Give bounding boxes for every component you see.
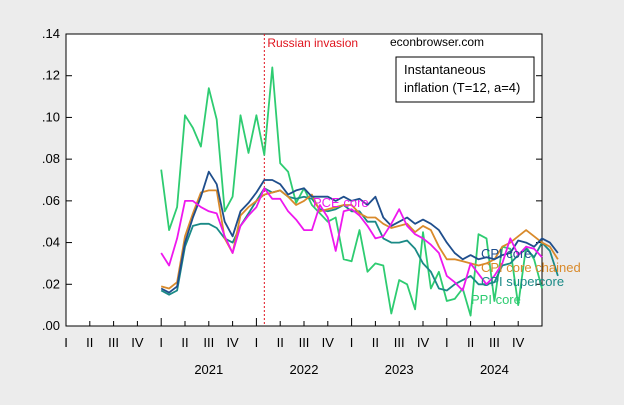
x-year-label: 2023 [385, 362, 414, 377]
x-quarter-label: IV [131, 335, 144, 350]
x-quarter-label: II [181, 335, 188, 350]
series-line-pce-core [160, 187, 543, 292]
x-quarter-label: III [203, 335, 214, 350]
y-tick-label: .02 [42, 276, 60, 291]
y-tick-label: .00 [42, 318, 60, 333]
x-axis: I II III IV I II III IV I II III IV I II III IV I II III IV… [64, 318, 543, 377]
x-quarter-label: II [277, 335, 284, 350]
series-label-cpi-core-chained: CPI core chained [481, 260, 581, 275]
legend-line-2: inflation (T=12, a=4) [404, 80, 520, 95]
x-quarter-label: I [445, 335, 449, 350]
y-tick-label: .10 [42, 109, 60, 124]
series-label-cpi-core: CPI core [481, 246, 532, 261]
x-year-label: 2021 [194, 362, 223, 377]
x-year-label: 2024 [480, 362, 509, 377]
source-label: econbrowser.com [390, 35, 484, 49]
y-axis: .00 .02 .04 .06 .08 .10 .12 .14 [42, 26, 542, 333]
y-tick-label: .04 [42, 235, 60, 250]
x-quarter-label: II [86, 335, 93, 350]
x-quarter-label: III [394, 335, 405, 350]
legend-line-1: Instantaneous [404, 62, 486, 77]
legend-frame [395, 56, 535, 103]
x-quarter-label: I [255, 335, 259, 350]
x-quarter-label: II [372, 335, 379, 350]
series-line-ppi-core [160, 66, 543, 317]
x-quarter-label: III [299, 335, 310, 350]
series-labels: CPI core CPI core chained CPI supercore … [313, 195, 581, 307]
series-label-cpi-supercore: CPI supercore [481, 274, 564, 289]
series-lines [160, 66, 559, 317]
legend-box: Instantaneous inflation (T=12, a=4) [395, 56, 535, 103]
series-label-pce-core: PCE core [313, 195, 369, 210]
series-line-cpi-core [160, 170, 559, 294]
y-tick-label: .12 [42, 68, 60, 83]
x-quarter-label: IV [226, 335, 239, 350]
y-tick-label: .06 [42, 193, 60, 208]
series-label-ppi-core: PPI core [471, 292, 521, 307]
x-quarter-label: I [350, 335, 354, 350]
x-quarter-label: I [159, 335, 163, 350]
x-quarter-label: IV [417, 335, 430, 350]
x-year-label: 2022 [290, 362, 319, 377]
x-quarter-label: III [489, 335, 500, 350]
x-quarter-label: IV [322, 335, 335, 350]
y-tick-label: .08 [42, 151, 60, 166]
x-quarter-label: III [108, 335, 119, 350]
y-tick-label: .14 [42, 26, 60, 41]
invasion-label: Russian invasion [267, 36, 358, 50]
x-quarter-label: IV [512, 335, 525, 350]
x-quarter-label: II [467, 335, 474, 350]
x-quarter-label: I [64, 335, 68, 350]
